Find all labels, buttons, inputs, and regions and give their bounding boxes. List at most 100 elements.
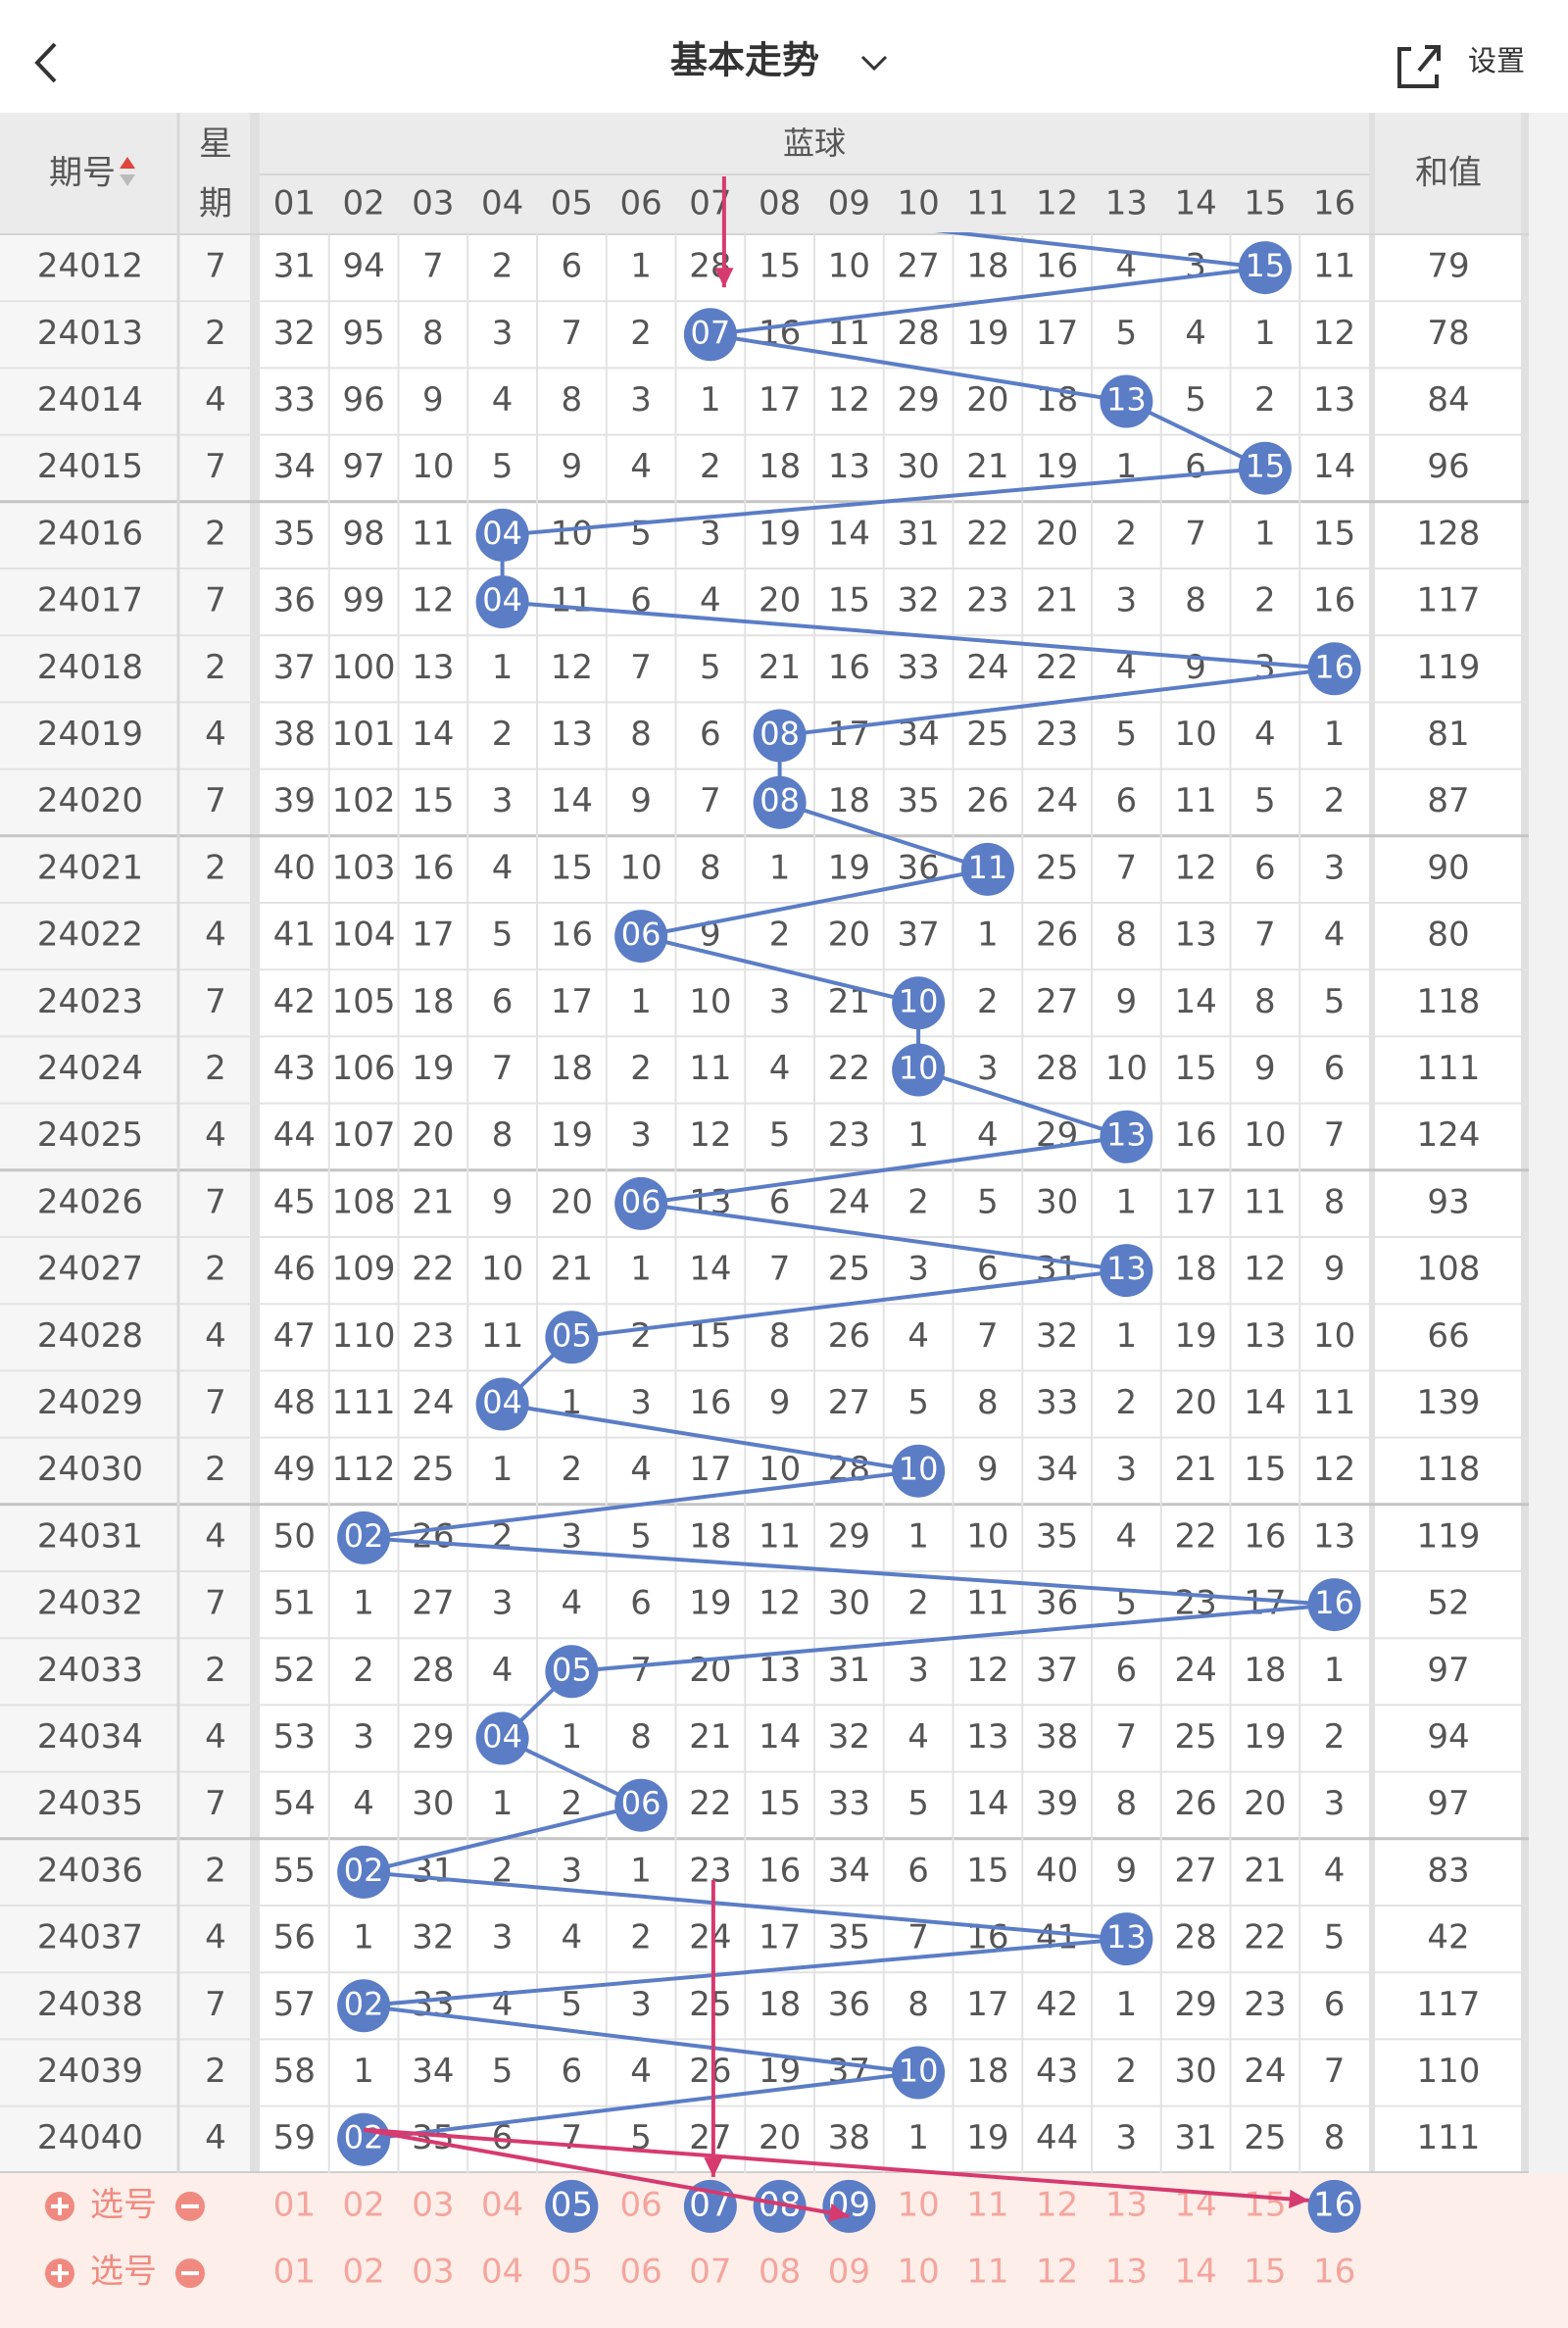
- selection-number[interactable]: 15: [1244, 2253, 1286, 2292]
- cell: 3: [492, 1584, 514, 1623]
- cell: 38: [828, 2118, 870, 2157]
- cell: 9: [630, 781, 652, 820]
- selection-number[interactable]: 12: [1036, 2253, 1078, 2292]
- back-button[interactable]: [34, 42, 57, 83]
- share-button[interactable]: [1397, 45, 1441, 88]
- selection-number[interactable]: 07: [689, 2253, 731, 2292]
- cell: 97: [342, 447, 384, 486]
- selection-number[interactable]: 03: [412, 2185, 454, 2224]
- cell: 24: [1174, 1651, 1216, 1690]
- hit-number: 13: [1106, 381, 1147, 419]
- column-label: 12: [1036, 184, 1078, 223]
- selection-number[interactable]: 06: [619, 2253, 662, 2292]
- hit-number: 02: [344, 1985, 384, 2022]
- cell: 2: [630, 1316, 652, 1356]
- selection-number[interactable]: 01: [273, 2185, 316, 2224]
- column-label: 04: [481, 184, 523, 223]
- cell: 6: [1116, 1651, 1138, 1690]
- cell: 19: [551, 1115, 593, 1155]
- cell: 50: [273, 1516, 316, 1556]
- cell: 7: [769, 1250, 791, 1289]
- selection-number[interactable]: 12: [1036, 2185, 1078, 2224]
- cell: 5: [977, 1182, 999, 1221]
- hit-number: 05: [552, 1651, 592, 1688]
- cell: 22: [828, 1049, 870, 1088]
- selection-number[interactable]: 04: [481, 2253, 523, 2292]
- selection-number[interactable]: 15: [1244, 2185, 1286, 2224]
- cell: 1: [1116, 1316, 1138, 1356]
- sort-down: [120, 174, 135, 186]
- cell: 7: [562, 2118, 583, 2157]
- cell: 53: [273, 1717, 316, 1757]
- selection-number[interactable]: 04: [481, 2185, 523, 2224]
- cell: 16: [1174, 1115, 1216, 1155]
- cell: 110: [332, 1316, 396, 1356]
- cell: 2: [1254, 380, 1276, 420]
- cell: 3: [769, 982, 791, 1021]
- selection-number[interactable]: 09: [828, 2253, 870, 2292]
- weekday-cell: 4: [205, 1717, 226, 1757]
- cell: 18: [759, 447, 801, 486]
- selection-number[interactable]: 14: [1174, 2253, 1216, 2292]
- cell: 22: [1244, 1918, 1286, 1957]
- selection-number[interactable]: 02: [342, 2185, 384, 2224]
- cell: 15: [1174, 1049, 1216, 1088]
- hit-number: 06: [621, 1785, 662, 1822]
- hit-ball: [753, 709, 807, 763]
- cell: 6: [977, 1250, 999, 1289]
- cell: 31: [828, 1651, 870, 1690]
- sum-cell: 108: [1417, 1250, 1481, 1289]
- selection-number[interactable]: 10: [897, 2253, 939, 2292]
- selection-number[interactable]: 13: [1105, 2253, 1148, 2292]
- cell: 5: [630, 2118, 652, 2157]
- cell: 23: [689, 1851, 731, 1890]
- blue-header: 蓝球: [783, 124, 846, 162]
- cell: 39: [273, 781, 316, 820]
- cell: 2: [562, 1450, 583, 1489]
- cell: 58: [273, 2052, 316, 2091]
- cell: 29: [828, 1516, 870, 1556]
- selection-number[interactable]: 16: [1313, 2185, 1355, 2224]
- cell: 16: [689, 1383, 731, 1422]
- selection-number[interactable]: 13: [1105, 2185, 1148, 2224]
- selection-number[interactable]: 03: [412, 2253, 454, 2292]
- settings-button[interactable]: 设置: [1468, 44, 1525, 77]
- selection-number[interactable]: 06: [619, 2185, 662, 2224]
- selection-number[interactable]: 01: [273, 2253, 316, 2292]
- period-cell: 24030: [37, 1450, 143, 1489]
- cell: 1: [353, 2052, 374, 2091]
- selection-number[interactable]: 08: [759, 2253, 801, 2292]
- cell: 8: [630, 1717, 652, 1757]
- cell: 17: [1174, 1182, 1216, 1221]
- selection-number[interactable]: 02: [342, 2253, 384, 2292]
- cell: 5: [1324, 982, 1346, 1021]
- period-cell: 24033: [37, 1651, 143, 1690]
- hit-number: 16: [1314, 1584, 1354, 1621]
- selection-number[interactable]: 11: [966, 2185, 1008, 2224]
- cell: 18: [1174, 1250, 1216, 1289]
- cell: 4: [492, 1985, 514, 2024]
- cell: 28: [897, 314, 939, 353]
- sum-cell: 128: [1417, 514, 1481, 553]
- cell: 5: [492, 447, 514, 486]
- page-title[interactable]: 基本走势: [670, 39, 819, 82]
- cell: 45: [273, 1182, 316, 1221]
- cell: 5: [492, 916, 514, 955]
- hit-number: 13: [1106, 1918, 1147, 1956]
- selection-number[interactable]: 16: [1313, 2253, 1355, 2292]
- sum-cell: 111: [1417, 2118, 1481, 2157]
- hit-ball: [475, 1377, 529, 1431]
- cell: 4: [1324, 916, 1346, 955]
- selection-number[interactable]: 10: [897, 2185, 939, 2224]
- cell: 9: [1254, 1049, 1276, 1088]
- arrow-line: [363, 2127, 850, 2218]
- sum-cell: 93: [1427, 1182, 1469, 1221]
- selection-number[interactable]: 05: [551, 2253, 593, 2292]
- cell: 4: [1116, 247, 1138, 286]
- cell: 7: [907, 1918, 929, 1957]
- cell: 4: [562, 1584, 583, 1623]
- selection-number[interactable]: 11: [966, 2253, 1008, 2292]
- selection-number[interactable]: 05: [551, 2185, 593, 2224]
- title-chevron[interactable]: [860, 55, 888, 72]
- cell: 13: [828, 447, 870, 486]
